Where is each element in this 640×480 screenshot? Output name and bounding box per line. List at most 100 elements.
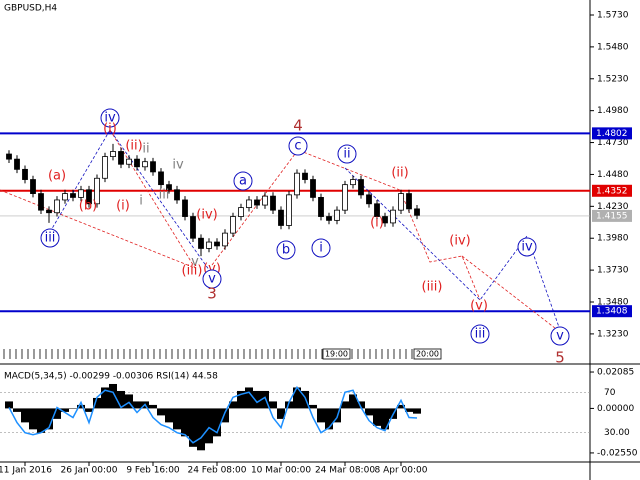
x-tick-label: 24 Feb 08:00 bbox=[187, 466, 246, 476]
macd-bar bbox=[205, 408, 213, 444]
candle-body bbox=[262, 195, 268, 206]
y-tick-label: 1.4480 bbox=[597, 170, 629, 180]
candle-body bbox=[286, 194, 292, 226]
candle-body bbox=[342, 184, 348, 211]
candle-body bbox=[294, 172, 300, 196]
indicator-title: MACD(5,34,5) -0.00299 -0.00306 RSI(14) 4… bbox=[4, 372, 218, 382]
macd-bar bbox=[53, 408, 61, 419]
candle-body bbox=[382, 216, 388, 224]
macd-bar bbox=[85, 408, 93, 412]
candle-body bbox=[134, 158, 140, 168]
candle-body bbox=[406, 193, 412, 210]
candle-body bbox=[118, 151, 124, 165]
wave-label: v bbox=[208, 272, 216, 287]
macd-bar bbox=[301, 390, 309, 409]
candle-body bbox=[70, 193, 76, 198]
candle-body bbox=[318, 197, 324, 217]
wave-circle bbox=[100, 108, 120, 128]
wave-label: (i) bbox=[103, 122, 117, 137]
y-tick-label: 1.4980 bbox=[597, 106, 629, 116]
candle-body bbox=[78, 189, 84, 198]
y2-tick-label: 70 bbox=[604, 388, 616, 398]
macd-bar bbox=[293, 387, 301, 409]
macd-bar bbox=[413, 408, 421, 414]
wave-circle bbox=[276, 240, 296, 260]
candle-body bbox=[166, 184, 172, 191]
candle-body bbox=[38, 193, 44, 211]
candle-body bbox=[182, 199, 188, 217]
wave-label: (iii) bbox=[422, 280, 443, 295]
macd-bar bbox=[397, 404, 405, 409]
candle-body bbox=[94, 177, 100, 205]
candle-body bbox=[278, 209, 284, 226]
candle-body bbox=[54, 199, 60, 214]
macd-bar bbox=[237, 390, 245, 409]
macd-bar bbox=[405, 408, 413, 412]
wave-circle bbox=[517, 237, 537, 257]
y-tick-label: 1.5730 bbox=[597, 10, 629, 20]
candle-body bbox=[246, 199, 252, 209]
macd-bar bbox=[13, 408, 21, 412]
wave-label: (ii) bbox=[125, 139, 142, 154]
x-tick-label: 24 Mar 08:00 bbox=[315, 466, 375, 476]
wave-label: ii bbox=[142, 142, 149, 157]
candle-body bbox=[158, 171, 164, 186]
macd-bar bbox=[373, 408, 381, 426]
macd-bar bbox=[349, 394, 357, 409]
macd-bar bbox=[101, 387, 109, 409]
candle-body bbox=[190, 216, 196, 239]
candle-body bbox=[86, 189, 92, 205]
wave-label: i bbox=[319, 241, 323, 256]
candle-body bbox=[414, 208, 420, 216]
candle-body bbox=[62, 193, 68, 201]
wave-label: iv bbox=[172, 158, 184, 173]
level-label-box bbox=[592, 127, 632, 140]
wave-line bbox=[49, 129, 213, 275]
level-label: 1.4802 bbox=[596, 129, 628, 139]
wave-circle bbox=[550, 326, 570, 346]
time-marker: 19:00 bbox=[325, 350, 348, 359]
wave-label: c bbox=[294, 139, 301, 154]
wave-label: (i) bbox=[370, 216, 384, 231]
macd-bar bbox=[245, 387, 253, 409]
wave-label: v bbox=[191, 255, 199, 270]
macd-bar bbox=[61, 408, 69, 412]
wave-label: i bbox=[139, 194, 143, 209]
x-tick-label: 10 Mar 00:00 bbox=[251, 466, 311, 476]
macd-bar bbox=[173, 408, 181, 430]
candle-body bbox=[390, 209, 396, 224]
candle-body bbox=[366, 194, 372, 205]
y2-tick-label: 30.00 bbox=[604, 428, 630, 438]
macd-bar bbox=[157, 408, 165, 416]
candle-body bbox=[198, 237, 204, 249]
x-tick-label: 8 Apr 00:00 bbox=[375, 466, 428, 476]
candle-body bbox=[398, 193, 404, 211]
chart-title: GBPUSD,H4 bbox=[4, 4, 57, 14]
candle-body bbox=[222, 232, 228, 247]
y-tick-label: 0.00000 bbox=[597, 404, 634, 414]
candle-body bbox=[350, 179, 356, 186]
candle-body bbox=[334, 209, 340, 221]
candle-body bbox=[174, 189, 180, 201]
y-tick-label: 1.5230 bbox=[597, 74, 629, 84]
candle-body bbox=[102, 156, 108, 179]
level-label-box bbox=[592, 305, 632, 318]
wave-label: iv bbox=[521, 240, 533, 255]
wave-circle bbox=[202, 269, 222, 289]
candle-body bbox=[126, 158, 132, 165]
x-tick-label: 26 Jan 00:00 bbox=[61, 466, 118, 476]
wave-label: 3 bbox=[207, 285, 217, 303]
wave-line bbox=[0, 189, 196, 269]
macd-bar bbox=[117, 390, 125, 409]
macd-bar bbox=[221, 408, 229, 423]
y-tick-label: 1.4230 bbox=[597, 202, 629, 212]
macd-bar bbox=[149, 404, 157, 409]
candle-body bbox=[30, 179, 36, 194]
y-tick-label: 1.3730 bbox=[597, 266, 629, 276]
wave-circle bbox=[470, 324, 490, 344]
macd-bar bbox=[277, 408, 285, 419]
level-label-box bbox=[592, 184, 632, 197]
macd-bar bbox=[125, 394, 133, 409]
time-marker-box bbox=[413, 348, 442, 360]
candle-body bbox=[310, 179, 316, 198]
